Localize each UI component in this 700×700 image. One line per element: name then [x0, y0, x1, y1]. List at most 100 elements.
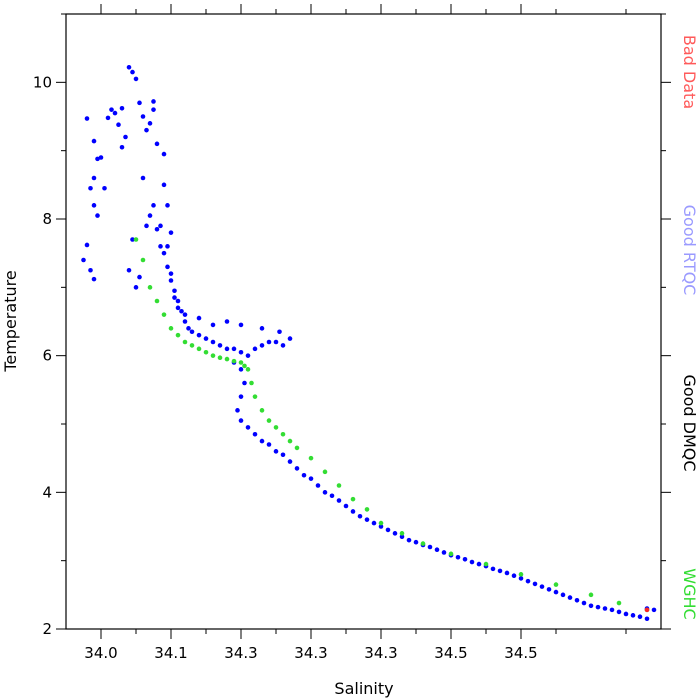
data-point — [126, 267, 132, 273]
data-point — [168, 271, 174, 276]
data-point — [88, 185, 93, 191]
data-point — [385, 527, 391, 533]
data-point — [147, 213, 153, 218]
data-point — [95, 213, 100, 218]
data-point — [144, 223, 149, 229]
data-point — [644, 607, 650, 613]
data-point — [252, 394, 258, 399]
data-point — [175, 332, 181, 338]
data-point — [172, 295, 177, 300]
data-point — [130, 69, 135, 75]
data-point — [119, 106, 125, 111]
data-point — [175, 305, 181, 311]
data-point — [651, 607, 657, 613]
data-point — [413, 539, 419, 545]
data-point — [81, 257, 86, 263]
y-tick-label: 2 — [42, 620, 52, 638]
scatter-points — [81, 65, 657, 622]
data-point — [357, 513, 363, 519]
data-point — [91, 138, 97, 144]
data-point — [147, 121, 153, 126]
data-point — [144, 127, 149, 133]
legend: Bad Data Good RTQC Good DMQC WGHC — [680, 35, 699, 620]
legend-entry: WGHC — [680, 568, 699, 619]
data-point — [140, 175, 146, 181]
x-tick-label: 34.3 — [364, 644, 397, 662]
data-point — [165, 244, 170, 249]
data-point — [242, 363, 247, 369]
data-point — [336, 498, 342, 503]
data-point — [399, 531, 405, 536]
data-point — [525, 578, 531, 584]
data-point — [158, 223, 163, 229]
data-point — [119, 144, 125, 150]
data-point — [238, 394, 244, 399]
data-point — [259, 343, 265, 348]
data-point — [88, 267, 93, 273]
data-point — [245, 367, 251, 372]
data-point — [238, 367, 244, 372]
data-point — [581, 600, 587, 606]
data-point — [490, 566, 496, 572]
data-point — [165, 264, 170, 270]
data-point — [238, 360, 244, 365]
data-point — [203, 336, 209, 341]
plot-border — [65, 13, 662, 630]
plot-frame — [65, 13, 662, 630]
data-point — [434, 547, 440, 553]
data-point — [196, 332, 202, 338]
data-point — [235, 408, 240, 413]
data-point — [112, 110, 118, 116]
data-point — [364, 517, 370, 522]
data-point — [182, 339, 188, 345]
data-point — [378, 524, 384, 529]
data-point — [168, 278, 174, 283]
data-point — [623, 611, 629, 617]
data-point — [123, 134, 128, 140]
data-point — [553, 589, 559, 595]
data-point — [497, 568, 503, 574]
data-point — [109, 107, 114, 112]
data-point — [196, 315, 202, 321]
data-point — [280, 343, 286, 348]
x-tick-label: 34.3 — [294, 644, 327, 662]
data-point — [280, 431, 286, 437]
data-point — [133, 285, 139, 290]
data-point — [91, 203, 97, 208]
data-point — [343, 503, 349, 509]
data-point — [189, 329, 195, 335]
data-point — [595, 604, 601, 610]
data-point — [469, 559, 475, 565]
data-point — [609, 607, 615, 613]
data-point — [483, 561, 489, 567]
data-point — [140, 257, 146, 263]
data-point — [644, 616, 650, 622]
data-point — [588, 603, 594, 609]
data-point — [462, 557, 468, 562]
data-point — [427, 544, 433, 550]
legend-entry: Good DMQC — [680, 374, 699, 471]
data-point — [420, 541, 426, 546]
data-point — [182, 312, 188, 317]
data-point — [546, 587, 552, 592]
data-point — [588, 592, 594, 598]
data-point — [266, 418, 272, 423]
y-axis-label: Temperature — [1, 270, 20, 372]
x-tick-label: 34.5 — [434, 644, 467, 662]
data-point — [329, 493, 335, 499]
data-point — [336, 483, 342, 488]
x-axis: 34.0 34.1 34.3 34.3 34.3 34.5 34.5 — [84, 4, 627, 662]
data-point — [133, 76, 139, 82]
data-point — [322, 490, 328, 495]
data-point — [217, 355, 223, 361]
data-point — [116, 122, 121, 127]
data-point — [315, 483, 321, 488]
data-point — [252, 431, 258, 437]
data-point — [133, 237, 139, 242]
data-point — [273, 425, 279, 430]
data-point — [308, 476, 314, 481]
data-point — [567, 595, 573, 600]
data-point — [245, 353, 251, 358]
data-point — [130, 237, 135, 242]
